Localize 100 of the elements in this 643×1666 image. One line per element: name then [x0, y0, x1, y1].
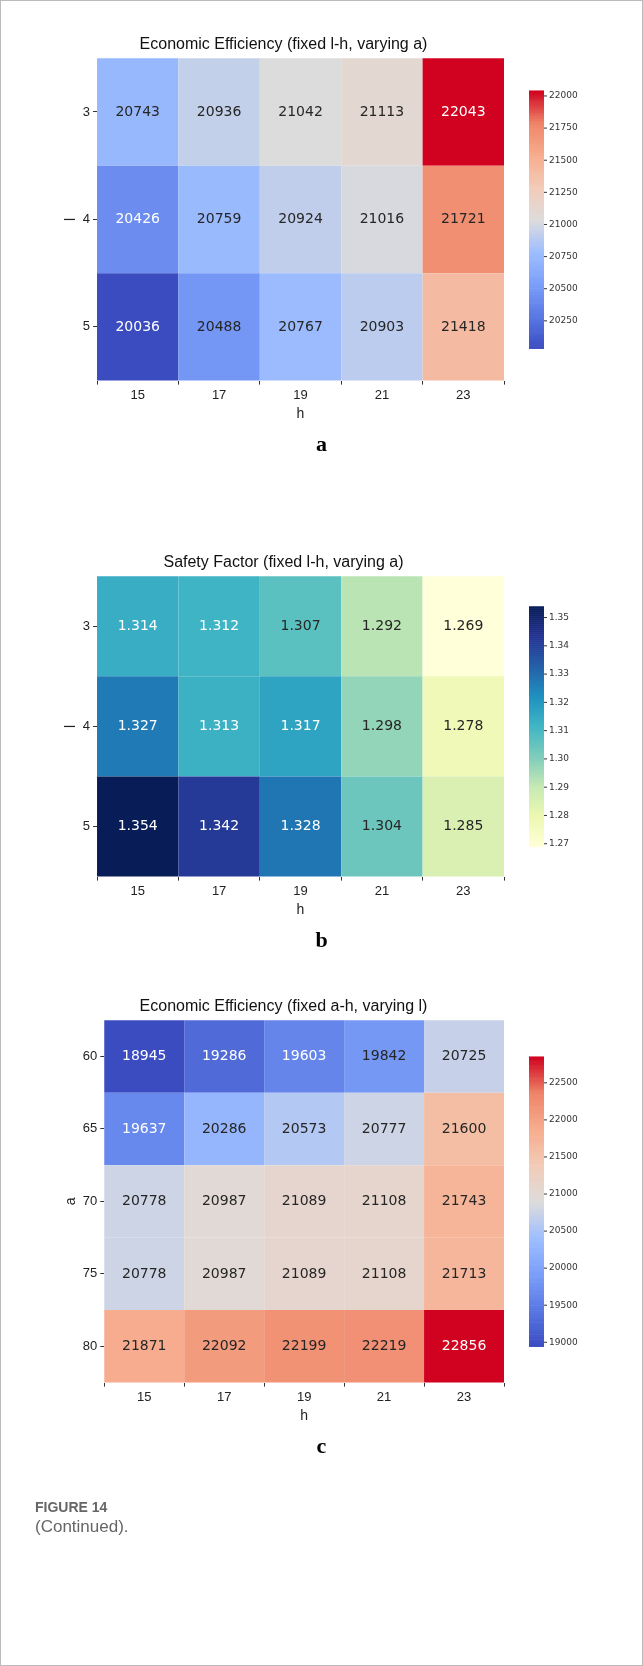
data-label: 20903 [359, 317, 405, 334]
y-tick-label: 4 [82, 717, 91, 733]
x-tick-label: 19 [293, 882, 308, 898]
data-label: 1.313 [199, 717, 240, 734]
data-label: 1.292 [361, 616, 402, 633]
y-axis-title: l [62, 217, 79, 221]
data-label: 21721 [441, 210, 486, 227]
data-label: 21418 [441, 317, 486, 334]
data-label: 19286 [201, 1047, 247, 1064]
y-tick-label: 3 [82, 103, 91, 119]
data-label: 20936 [196, 102, 242, 119]
color-bar-label: 21500 [549, 1151, 578, 1162]
x-axis-title: h [300, 1407, 309, 1424]
x-axis-title: h [296, 405, 305, 422]
color-bar-label: 1.33 [549, 668, 570, 679]
data-label: 22856 [441, 1337, 487, 1353]
data-label: 20759 [196, 210, 242, 227]
y-axis-title: l [62, 724, 79, 728]
x-tick-label: 21 [376, 1388, 392, 1404]
data-label: 20778 [121, 1264, 167, 1281]
color-bar-label: 19500 [549, 1299, 578, 1310]
color-bar-label: 20000 [549, 1262, 578, 1273]
chart-title: Safety Factor (fixed l-h, varying a) [163, 553, 404, 571]
y-tick-label: 70 [82, 1192, 98, 1208]
data-label: 22092 [201, 1337, 247, 1353]
color-bar-label: 22000 [549, 90, 578, 101]
data-label: 20488 [196, 317, 242, 334]
color-bar-label: 21000 [549, 1188, 578, 1199]
data-label: 21089 [281, 1192, 327, 1209]
data-label: 20767 [278, 317, 323, 334]
data-label: 1.278 [443, 717, 484, 734]
color-bar-label: 1.32 [549, 696, 570, 707]
data-label: 1.298 [361, 717, 402, 734]
color-bar-label: 21500 [549, 154, 578, 165]
x-tick-label: 23 [456, 1388, 472, 1404]
x-tick-label: 15 [137, 1388, 152, 1404]
data-label: 20924 [278, 210, 323, 227]
x-tick-label: 21 [374, 386, 390, 402]
data-label: 1.312 [199, 616, 240, 633]
data-label: 20725 [441, 1047, 487, 1064]
y-axis-title: a [62, 1197, 79, 1206]
color-bar-label: 1.35 [549, 611, 570, 622]
data-label: 21600 [441, 1119, 487, 1136]
data-label: 21113 [359, 102, 405, 119]
text: b [314, 927, 329, 953]
x-tick-label: 17 [211, 386, 227, 402]
color-bar-label: 21250 [549, 186, 578, 197]
data-label: 21042 [278, 102, 323, 119]
x-axis-title: h [296, 901, 305, 918]
data-label: 20987 [201, 1192, 247, 1209]
y-tick-label: 5 [82, 818, 91, 834]
color-bar-label: 20500 [549, 1225, 578, 1236]
data-label: 22199 [281, 1337, 327, 1353]
color-bar-label: 1.34 [549, 640, 570, 651]
data-label: 19637 [121, 1119, 167, 1136]
x-tick-label: 15 [130, 386, 145, 402]
text: a [315, 431, 328, 457]
data-label: 21108 [361, 1264, 407, 1281]
data-label: 1.327 [117, 717, 158, 734]
data-label: 20743 [115, 102, 160, 119]
color-bar-label: 20750 [549, 250, 578, 261]
x-tick-label: 17 [216, 1388, 232, 1404]
data-label: 20426 [115, 210, 161, 227]
color-bar-label: 1.31 [549, 724, 570, 735]
text: (Continued). [35, 1517, 130, 1537]
data-label: 1.314 [117, 616, 158, 633]
x-tick-label: 19 [293, 386, 308, 402]
color-bar-label: 22000 [549, 1114, 578, 1125]
color-bar-label: 20250 [549, 315, 578, 326]
data-label: 21713 [441, 1264, 487, 1281]
x-tick-label: 17 [211, 882, 227, 898]
chart-title: Economic Efficiency (fixed l-h, varying a) [139, 35, 428, 53]
data-label: 20036 [115, 317, 161, 334]
color-bar-label: 1.30 [549, 753, 570, 764]
x-tick-label: 15 [130, 882, 145, 898]
color-bar-label: 22500 [549, 1077, 578, 1088]
data-label: 20778 [121, 1192, 167, 1209]
caption: FIGURE 14 [35, 1499, 109, 1515]
data-label: 22219 [361, 1337, 407, 1353]
color-bar-label: 1.29 [549, 781, 570, 792]
data-label: 1.342 [199, 817, 240, 834]
color-bar-label: 1.27 [549, 838, 570, 849]
y-tick-label: 3 [82, 617, 91, 633]
y-tick-label: 60 [82, 1048, 98, 1064]
color-bar-label: 21000 [549, 218, 578, 229]
data-label: 21743 [441, 1192, 487, 1209]
color-bar-label: 20500 [549, 283, 578, 294]
data-label: 21108 [361, 1192, 407, 1209]
data-label: 20573 [281, 1119, 327, 1136]
data-label: 21089 [281, 1264, 327, 1281]
color-bar-label: 21750 [549, 122, 578, 133]
data-label: 1.354 [117, 817, 158, 834]
x-tick-label: 21 [374, 882, 390, 898]
y-tick-label: 65 [82, 1120, 98, 1136]
data-label: 19842 [361, 1047, 407, 1064]
y-tick-label: 5 [82, 318, 91, 334]
data-label: 22043 [441, 102, 486, 119]
y-tick-label: 75 [82, 1265, 98, 1281]
data-label: 1.304 [361, 817, 403, 834]
data-label: 1.285 [443, 817, 484, 834]
